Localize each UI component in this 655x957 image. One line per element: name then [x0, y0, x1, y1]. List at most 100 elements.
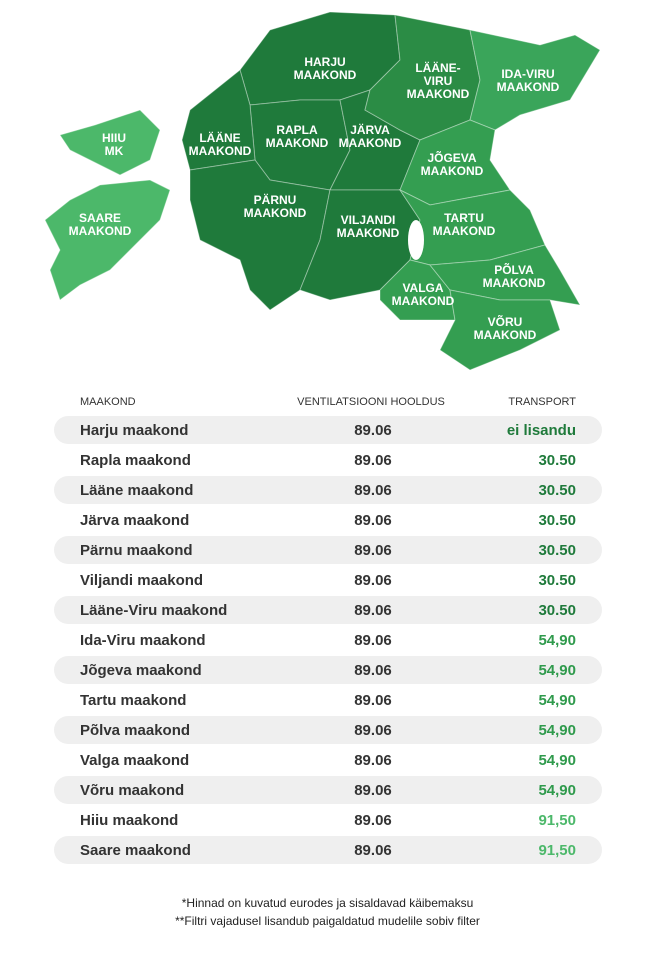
region-label: MAAKOND: [189, 144, 252, 158]
region-label: HARJU: [304, 55, 345, 69]
table-row: Saare maakond 89.06 91,50: [54, 836, 602, 864]
lake: [408, 220, 424, 260]
table-cell: 89.06: [354, 751, 392, 769]
table-cell: 30.50: [538, 511, 576, 529]
region-label: MAAKOND: [433, 224, 496, 238]
table-row: Võru maakond 89.06 54,90: [54, 776, 602, 804]
region-label: MAAKOND: [266, 136, 329, 150]
region-label: MAAKOND: [244, 206, 307, 220]
table-cell: 54,90: [538, 691, 576, 709]
table-row: Viljandi maakond 89.06 30.50: [54, 566, 602, 594]
table-cell: 89.06: [354, 781, 392, 799]
region-label: VALGA: [402, 281, 443, 295]
region-label: MAAKOND: [392, 294, 455, 308]
table-cell: Lääne-Viru maakond: [80, 601, 228, 619]
region-label: IDA-VIRU: [501, 67, 554, 81]
region-shape: [189, 159, 331, 311]
table-cell: Saare maakond: [80, 841, 191, 859]
table-row: Tartu maakond 89.06 54,90: [54, 686, 602, 714]
table-cell: Võru maakond: [80, 781, 185, 799]
table-cell: Jõgeva maakond: [80, 661, 202, 679]
table-row: Jõgeva maakond 89.06 54,90: [54, 656, 602, 684]
table-cell: Järva maakond: [80, 511, 190, 529]
region-label: RAPLA: [276, 123, 318, 137]
region-label: JÄRVA: [350, 122, 390, 137]
table-row: Põlva maakond 89.06 54,90: [54, 716, 602, 744]
table-row: Lääne-Viru maakond 89.06 30.50: [54, 596, 602, 624]
table-cell: 89.06: [354, 571, 392, 589]
table-row: Lääne maakond 89.06 30.50: [54, 476, 602, 504]
footnotes: *Hinnad on kuvatud eurodes ja sisaldavad…: [0, 894, 655, 930]
table-row: Rapla maakond 89.06 30.50: [54, 446, 602, 474]
region-label: PÄRNU: [254, 192, 297, 207]
region-shape: [469, 29, 601, 131]
table-cell: 89.06: [354, 421, 392, 439]
footnote: **Filtri vajadusel lisandub paigaldatud …: [175, 914, 480, 928]
price-table: MAAKOND VENTILATSIOONI HOOLDUS TRANSPORT…: [54, 388, 602, 866]
region-label: MAAKOND: [483, 276, 546, 290]
table-cell: 89.06: [354, 541, 392, 559]
region-shape: [59, 109, 161, 176]
table-cell: 54,90: [538, 631, 576, 649]
region-shape: [439, 289, 561, 371]
table-row: Järva maakond 89.06 30.50: [54, 506, 602, 534]
table-cell: 89.06: [354, 511, 392, 529]
region-label: MAAKOND: [339, 136, 402, 150]
table-cell: 89.06: [354, 451, 392, 469]
region-label: JÕGEVA: [427, 150, 476, 165]
table-cell: Ida-Viru maakond: [80, 631, 206, 649]
table-cell: Rapla maakond: [80, 451, 191, 469]
table-cell: 89.06: [354, 481, 392, 499]
table-cell: ei lisandu: [506, 421, 576, 439]
table-row: Valga maakond 89.06 54,90: [54, 746, 602, 774]
table-cell: Harju maakond: [80, 421, 189, 439]
table-cell: 89.06: [354, 601, 392, 619]
region-label: MAAKOND: [421, 164, 484, 178]
table-cell: 89.06: [354, 811, 392, 829]
table-cell: 54,90: [538, 721, 576, 739]
header-cell: TRANSPORT: [508, 396, 576, 408]
region-label: TARTU: [444, 211, 484, 225]
table-cell: 30.50: [538, 541, 576, 559]
table-cell: 89.06: [354, 661, 392, 679]
table-row: Harju maakond 89.06 ei lisandu: [54, 416, 602, 444]
table-cell: 91,50: [538, 841, 576, 859]
table-cell: 30.50: [538, 601, 576, 619]
region-label: LÄÄNE-: [415, 60, 460, 75]
table-cell: 89.06: [354, 631, 392, 649]
region-label: MAAKOND: [337, 226, 400, 240]
table-cell: 89.06: [354, 721, 392, 739]
table-header: MAAKOND VENTILATSIOONI HOOLDUS TRANSPORT: [54, 388, 602, 416]
table-cell: 91,50: [538, 811, 576, 829]
table-cell: Hiiu maakond: [80, 811, 179, 829]
table-cell: Tartu maakond: [80, 691, 187, 709]
table-cell: Pärnu maakond: [80, 541, 193, 559]
region-label: VILJANDI: [341, 213, 396, 227]
table-cell: 54,90: [538, 661, 576, 679]
region-label: PÕLVA: [494, 262, 534, 277]
region-label: VIRU: [424, 74, 453, 88]
table-cell: Valga maakond: [80, 751, 190, 769]
header-cell: MAAKOND: [80, 396, 136, 408]
table-cell: Lääne maakond: [80, 481, 194, 499]
region-label: MAAKOND: [497, 80, 560, 94]
table-cell: 54,90: [538, 781, 576, 799]
region-shape: [44, 179, 171, 301]
region-label: MK: [105, 144, 124, 158]
table-row: Hiiu maakond 89.06 91,50: [54, 806, 602, 834]
region-label: MAAKOND: [69, 224, 132, 238]
region-label: LÄÄNE: [199, 130, 240, 145]
map: HARJUMAAKONDRAPLAMAAKONDLÄÄNEMAAKONDJÄRV…: [44, 11, 601, 371]
region-label: MAAKOND: [474, 328, 537, 342]
table-cell: 30.50: [538, 481, 576, 499]
table-cell: Viljandi maakond: [80, 571, 204, 589]
table-row: Ida-Viru maakond 89.06 54,90: [54, 626, 602, 654]
table-cell: 30.50: [538, 571, 576, 589]
table-row: Pärnu maakond 89.06 30.50: [54, 536, 602, 564]
table-cell: 89.06: [354, 841, 392, 859]
region-label: MAAKOND: [294, 68, 357, 82]
region-label: MAAKOND: [407, 87, 470, 101]
table-cell: 89.06: [354, 691, 392, 709]
footnote: *Hinnad on kuvatud eurodes ja sisaldavad…: [181, 896, 474, 910]
